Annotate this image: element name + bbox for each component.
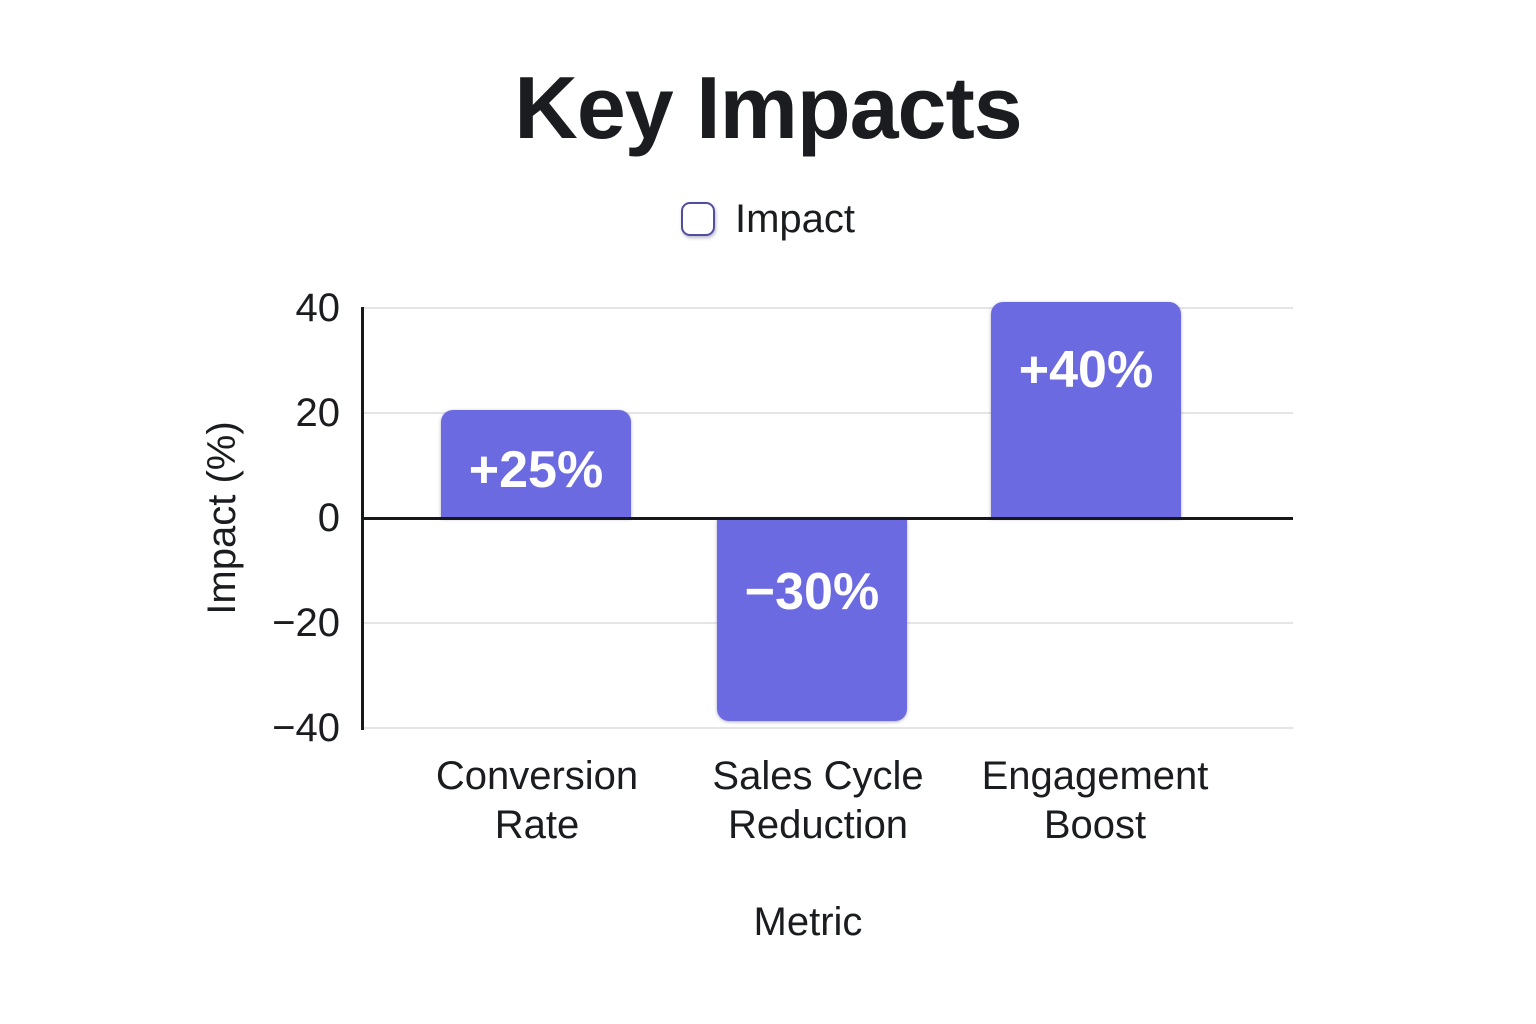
y-tick-label: 40 — [295, 286, 341, 330]
y-tick-label: −20 — [272, 601, 340, 645]
bar-engagement-boost: +40% — [991, 302, 1181, 518]
y-tick-label: 0 — [317, 496, 340, 540]
y-axis-line — [361, 307, 364, 730]
legend-label: Impact — [734, 197, 856, 241]
bar-value-label: +25% — [468, 440, 604, 499]
gridline — [364, 307, 1293, 309]
x-tick-label: Conversion Rate — [435, 754, 639, 847]
bar-sales-cycle-reduction: −30% — [717, 518, 907, 722]
bar-conversion-rate: +25% — [441, 409, 631, 518]
gridline — [364, 727, 1293, 729]
zero-baseline — [364, 517, 1293, 520]
legend-swatch-icon — [680, 202, 715, 236]
x-tick-label: Sales Cycle Reduction — [712, 754, 924, 847]
plot-area: +25% −30% +40% — [361, 302, 1293, 730]
x-axis-title: Metric — [753, 900, 863, 944]
gridline — [364, 412, 1293, 414]
chart-title: Key Impacts — [514, 58, 1022, 157]
y-tick-label: 20 — [295, 391, 341, 435]
y-tick-label: −40 — [272, 706, 340, 750]
legend: Impact — [0, 197, 1536, 241]
bar-value-label: +40% — [1018, 341, 1154, 400]
bar-value-label: −30% — [744, 563, 880, 621]
x-tick-label: Engagement Boost — [981, 754, 1209, 847]
